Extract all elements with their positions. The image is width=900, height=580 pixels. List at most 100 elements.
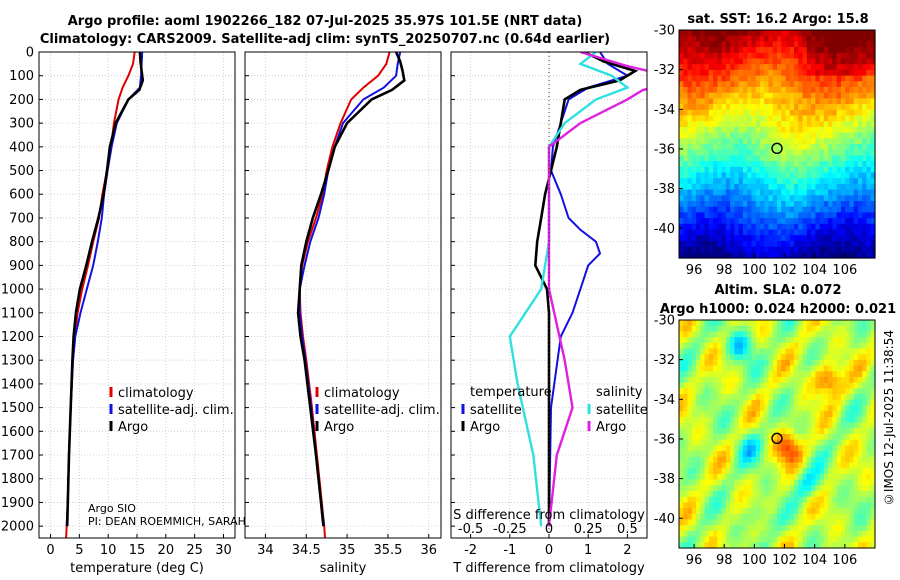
y-tick-label: 1400: [1, 377, 34, 392]
y-tick-label: 1200: [1, 330, 34, 345]
panel-frame: [244, 51, 442, 539]
sla-frame: [678, 319, 876, 549]
y-tick-label: 100: [9, 69, 34, 84]
top-tick-label: 0.25: [574, 522, 603, 537]
y-tick-label: 1500: [1, 401, 34, 416]
sla-map-title-1: Altim. SLA: 0.072: [715, 283, 842, 298]
y-tick-label: 800: [9, 235, 34, 250]
figure-title-line2: Climatology: CARS2009. Satellite-adj cli…: [39, 32, 611, 47]
map-y-tick-label: -36: [654, 142, 675, 157]
legend-label: Argo: [118, 420, 148, 435]
y-tick-label: 500: [9, 164, 34, 179]
credit-text: ©IMOS 12-Jul-2025 11:38:54: [882, 330, 896, 507]
y-tick-label: 1100: [1, 306, 34, 321]
map-x-tick-label: 106: [832, 553, 857, 568]
x-tick-label: -2: [464, 543, 477, 558]
x-tick-label: 36: [420, 543, 437, 558]
y-tick-label: 1600: [1, 425, 34, 440]
legend-label: Argo: [324, 420, 354, 435]
map-x-tick-label: 106: [832, 263, 857, 278]
x-tick-label: 2: [623, 543, 631, 558]
x-tick-label: 25: [186, 543, 203, 558]
x-tick-label: 0: [46, 543, 54, 558]
x-tick-label: 35.5: [373, 543, 402, 558]
map-y-tick-label: -30: [654, 24, 675, 39]
x-tick-label: 1: [584, 543, 592, 558]
y-tick-label: 300: [9, 117, 34, 132]
legend-label: climatology: [118, 386, 194, 401]
legend-label: satellite: [470, 403, 522, 418]
map-y-tick-label: -34: [654, 103, 675, 118]
legend-title: temperature: [470, 385, 552, 400]
x-axis-label: T difference from climatology: [452, 561, 645, 576]
series-line-climatology: [298, 52, 391, 538]
map-x-tick-label: 96: [686, 553, 703, 568]
map-x-tick-label: 100: [742, 553, 767, 568]
series-line-salinity-argo: [547, 52, 647, 527]
x-tick-label: 34.5: [292, 543, 321, 558]
figure-title-line1: Argo profile: aoml 1902266_182 07-Jul-20…: [67, 14, 583, 29]
x-tick-label: 0: [545, 543, 553, 558]
y-tick-label: 1800: [1, 472, 34, 487]
map-x-tick-label: 98: [716, 263, 733, 278]
x-tick-label: -1: [503, 543, 516, 558]
top-axis-label: S difference from climatology: [453, 508, 645, 523]
map-x-tick-label: 100: [742, 263, 767, 278]
legend-label: Argo: [470, 420, 500, 435]
legend-label: satellite: [596, 403, 648, 418]
y-tick-label: 1000: [1, 283, 34, 298]
map-x-tick-label: 96: [686, 263, 703, 278]
y-tick-label: 400: [9, 140, 34, 155]
annotation-text: PI: DEAN ROEMMICH, SARAH: [88, 515, 246, 528]
sst-field: [679, 30, 876, 259]
map-x-tick-label: 102: [772, 553, 797, 568]
top-tick-label: 0: [545, 522, 553, 537]
map-y-tick-label: -38: [654, 182, 675, 197]
argo-location-marker: [771, 142, 783, 155]
y-tick-label: 1700: [1, 449, 34, 464]
y-tick-label: 0: [26, 46, 34, 61]
x-tick-label: 10: [100, 543, 117, 558]
series-line-argo: [296, 52, 406, 527]
y-tick-label: 1300: [1, 354, 34, 369]
x-tick-label: 30: [215, 543, 232, 558]
legend-label: satellite-adj. clim.: [118, 403, 234, 418]
sst-map-title: sat. SST: 16.2 Argo: 15.8: [687, 12, 868, 27]
x-tick-label: 5: [75, 543, 83, 558]
map-y-tick-label: -32: [654, 63, 675, 78]
series-line-climatology: [65, 52, 136, 538]
y-tick-label: 700: [9, 211, 34, 226]
series-line-argo: [65, 52, 145, 527]
map-y-tick-label: -36: [654, 432, 675, 447]
x-axis-label: salinity: [320, 561, 367, 576]
x-tick-label: 20: [158, 543, 175, 558]
map-x-tick-label: 104: [802, 263, 827, 278]
legend-label: satellite-adj. clim.: [324, 403, 440, 418]
y-tick-label: 200: [9, 93, 34, 108]
legend-label: Argo: [596, 420, 626, 435]
map-y-tick-label: -40: [654, 222, 675, 237]
legend-title: salinity: [596, 385, 643, 400]
map-y-tick-label: -32: [654, 353, 675, 368]
argo-location-marker: [771, 432, 783, 445]
legend-label: climatology: [324, 386, 400, 401]
map-y-tick-label: -38: [654, 472, 675, 487]
top-tick-label: -0.25: [493, 522, 527, 537]
top-tick-label: 0.5: [617, 522, 638, 537]
y-tick-label: 1900: [1, 496, 34, 511]
annotation-text: Argo SIO: [88, 502, 136, 515]
sla-field: [679, 320, 876, 549]
sst-frame: [678, 29, 876, 259]
x-tick-label: 34: [257, 543, 274, 558]
x-axis-label: temperature (deg C): [70, 561, 204, 576]
map-x-tick-label: 104: [802, 553, 827, 568]
map-y-tick-label: -30: [654, 314, 675, 329]
y-tick-label: 900: [9, 259, 34, 274]
sla-map-title-2: Argo h1000: 0.024 h2000: 0.021: [660, 302, 896, 317]
map-x-tick-label: 102: [772, 263, 797, 278]
map-x-tick-label: 98: [716, 553, 733, 568]
y-tick-label: 2000: [1, 520, 34, 535]
y-tick-label: 600: [9, 188, 34, 203]
map-y-tick-label: -34: [654, 393, 675, 408]
map-y-tick-label: -40: [654, 512, 675, 527]
